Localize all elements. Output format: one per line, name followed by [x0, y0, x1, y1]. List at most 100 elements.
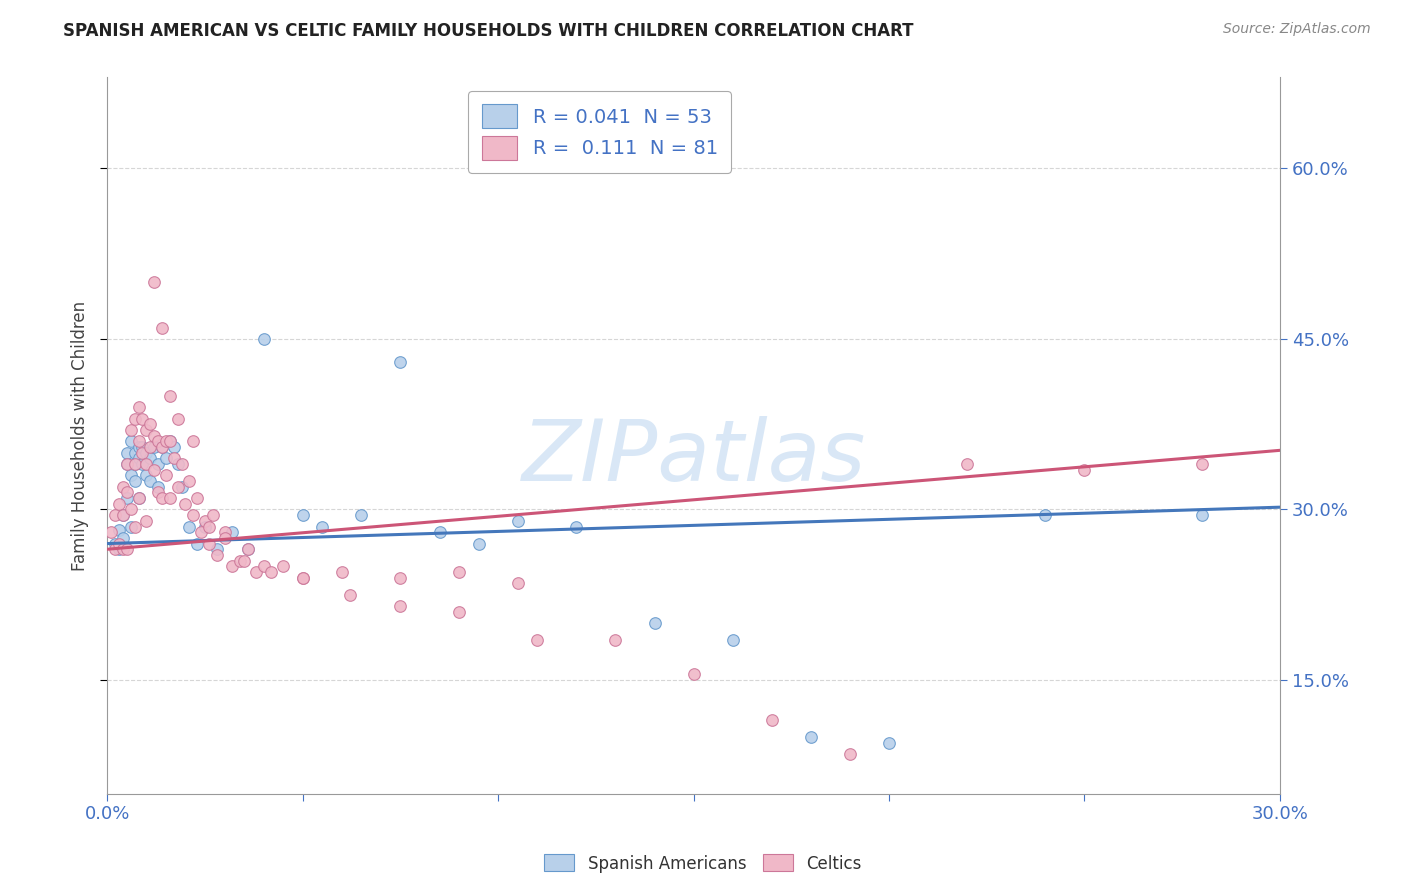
Point [291, 508, 314, 523]
Point [124, 457, 146, 471]
Point [120, 519, 142, 533]
Point [186, 491, 208, 505]
Point [128, 491, 150, 505]
Point [111, 508, 134, 523]
Point [128, 491, 150, 505]
Point [605, 633, 627, 648]
Point [339, 588, 361, 602]
Point [1191, 508, 1213, 523]
Point [644, 616, 666, 631]
Point [526, 633, 548, 648]
Point [124, 445, 146, 459]
Point [682, 667, 704, 681]
Point [120, 423, 142, 437]
Point [260, 565, 283, 579]
Point [104, 542, 127, 557]
Point [245, 565, 267, 579]
Point [155, 451, 177, 466]
Point [155, 468, 177, 483]
Point [236, 542, 259, 557]
Point [956, 457, 979, 471]
Point [128, 451, 150, 466]
Point [201, 508, 224, 523]
Point [115, 457, 138, 471]
Point [111, 508, 134, 523]
Point [139, 474, 162, 488]
Point [291, 571, 314, 585]
Point [839, 747, 862, 761]
Point [179, 519, 201, 533]
Point [170, 480, 193, 494]
Point [124, 411, 146, 425]
Point [389, 571, 412, 585]
Point [214, 525, 236, 540]
Point [150, 320, 173, 334]
Point [143, 428, 166, 442]
Point [186, 536, 208, 550]
Point [291, 571, 314, 585]
Point [198, 536, 221, 550]
Point [139, 417, 162, 432]
Point [221, 525, 243, 540]
Point [155, 434, 177, 449]
Point [565, 519, 588, 533]
Point [198, 519, 221, 533]
Point [194, 514, 217, 528]
Point [229, 553, 252, 567]
Point [159, 491, 181, 505]
Point [429, 525, 451, 540]
Point [174, 497, 197, 511]
Point [159, 389, 181, 403]
Point [115, 457, 138, 471]
Point [194, 519, 217, 533]
Text: ZIPatlas: ZIPatlas [522, 416, 866, 499]
Point [139, 440, 162, 454]
Point [146, 480, 169, 494]
Point [135, 423, 157, 437]
Point [150, 440, 173, 454]
Point [467, 536, 489, 550]
Point [135, 514, 157, 528]
Point [108, 497, 131, 511]
Point [181, 434, 204, 449]
Point [139, 451, 162, 466]
Point [389, 599, 412, 613]
Point [128, 434, 150, 449]
Point [205, 542, 228, 557]
Point [128, 440, 150, 454]
Point [389, 354, 412, 368]
Point [163, 440, 186, 454]
Point [761, 713, 783, 727]
Point [311, 519, 333, 533]
Point [159, 434, 181, 449]
Point [800, 730, 823, 744]
Point [179, 474, 201, 488]
Point [124, 457, 146, 471]
Point [166, 411, 188, 425]
Point [135, 468, 157, 483]
Point [131, 457, 153, 471]
Text: Source: ZipAtlas.com: Source: ZipAtlas.com [1223, 22, 1371, 37]
Y-axis label: Family Households with Children: Family Households with Children [72, 301, 89, 571]
Point [115, 491, 138, 505]
Point [214, 531, 236, 545]
Point [135, 445, 157, 459]
Point [146, 434, 169, 449]
Point [128, 400, 150, 414]
Legend: R = 0.041  N = 53, R =  0.111  N = 81: R = 0.041 N = 53, R = 0.111 N = 81 [468, 91, 731, 173]
Point [124, 474, 146, 488]
Point [131, 445, 153, 459]
Point [104, 536, 127, 550]
Point [124, 519, 146, 533]
Point [135, 457, 157, 471]
Point [111, 542, 134, 557]
Point [111, 480, 134, 494]
Point [104, 508, 127, 523]
Point [120, 468, 142, 483]
Text: SPANISH AMERICAN VS CELTIC FAMILY HOUSEHOLDS WITH CHILDREN CORRELATION CHART: SPANISH AMERICAN VS CELTIC FAMILY HOUSEH… [63, 22, 914, 40]
Point [143, 463, 166, 477]
Point [330, 565, 353, 579]
Point [159, 434, 181, 449]
Point [205, 548, 228, 562]
Point [190, 525, 212, 540]
